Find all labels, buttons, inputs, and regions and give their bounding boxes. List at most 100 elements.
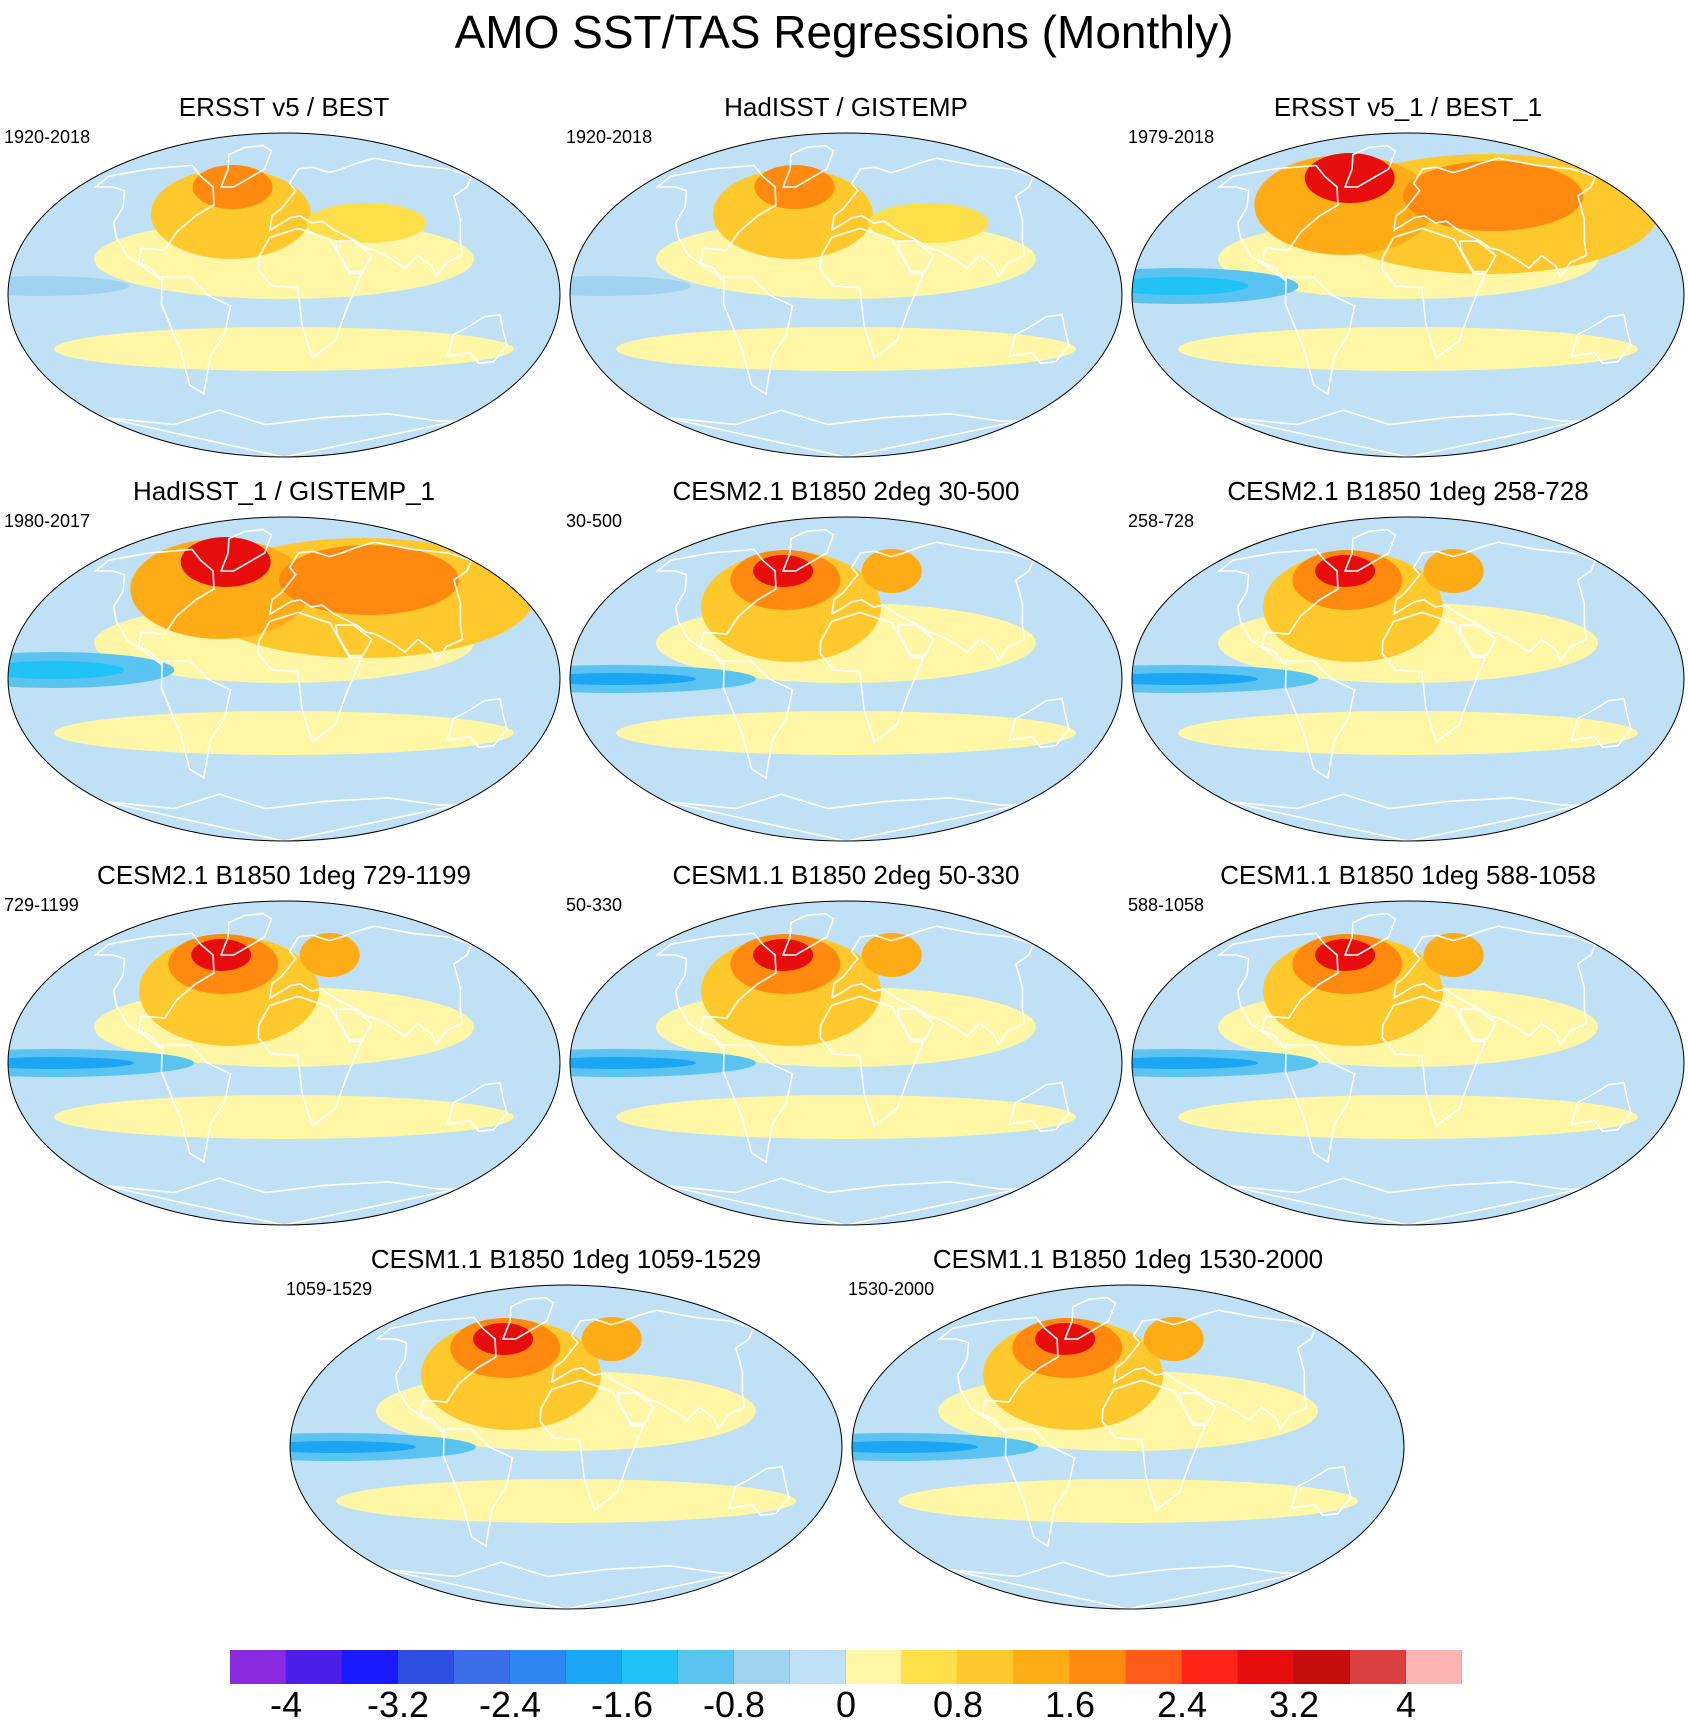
map-panel: CESM1.1 B1850 1deg 588-1058 588-1058 — [1128, 860, 1688, 1230]
anomaly-field — [1132, 277, 1249, 295]
coastline — [335, 240, 373, 273]
coastline — [219, 144, 273, 188]
coastline — [722, 1044, 794, 1164]
panel-title: CESM2.1 B1850 2deg 30-500 — [672, 476, 1020, 506]
coastline — [160, 276, 232, 396]
coastline — [722, 276, 794, 396]
map-panel: HadISST_1 / GISTEMP_1 1980-2017 — [4, 476, 564, 846]
colorbar-swatch — [790, 1650, 846, 1684]
anomaly-field — [54, 327, 514, 371]
panel-period: 588-1058 — [1128, 895, 1205, 915]
panel-title: CESM1.1 B1850 1deg 1530-2000 — [932, 1244, 1324, 1274]
coastline — [1284, 660, 1356, 780]
anomaly-field — [868, 203, 989, 243]
colorbar: -4 -3.2 -2.4 -1.6 -0.8 0 0.8 1.6 2.4 3.2 4 — [230, 1650, 1462, 1725]
world-map — [1128, 898, 1688, 1228]
world-map — [1128, 514, 1688, 844]
world-map — [4, 130, 564, 460]
coastline — [268, 925, 473, 1047]
colorbar-swatch — [454, 1650, 510, 1684]
coastline — [1217, 164, 1339, 282]
map-panel: ERSST v5 / BEST 1920-2018 — [4, 92, 564, 462]
coastline — [1381, 995, 1487, 1128]
panel-title: CESM1.1 B1850 1deg 588-1058 — [1220, 860, 1596, 890]
world-map — [566, 130, 1126, 460]
anomaly-field — [861, 549, 922, 593]
coastline — [830, 925, 1035, 1047]
anomaly-field — [278, 545, 459, 615]
anomaly-field — [1143, 1317, 1204, 1361]
world-map — [566, 898, 1126, 1228]
coastline — [722, 660, 794, 780]
map-panel: CESM2.1 B1850 2deg 30-500 30-500 — [566, 476, 1126, 846]
anomaly-field — [1423, 549, 1484, 593]
anomaly-field — [616, 711, 1076, 755]
coastline — [830, 541, 1035, 663]
anomaly-field — [8, 1057, 134, 1069]
world-map — [566, 514, 1126, 844]
coastline — [655, 164, 777, 282]
coastline — [1343, 528, 1397, 572]
panel-period: 1979-2018 — [1128, 127, 1215, 147]
coastline — [1290, 1465, 1352, 1517]
colorbar-tick-label: -0.8 — [702, 1684, 766, 1725]
map-border — [851, 1284, 1405, 1610]
anomaly-field — [616, 327, 1076, 371]
coastline — [219, 528, 273, 572]
colorbar-tick-label: 2.4 — [1156, 1684, 1208, 1725]
coastline — [103, 793, 458, 841]
coastline — [93, 932, 215, 1050]
coastline — [617, 1392, 655, 1425]
coastline — [1227, 1177, 1582, 1225]
colorbar-swatch — [846, 1650, 902, 1684]
coastline — [160, 1044, 232, 1164]
anomaly-field — [570, 1057, 696, 1069]
coastline — [947, 1561, 1302, 1609]
coastline — [937, 1316, 1059, 1434]
anomaly-field — [570, 673, 696, 685]
colorbar-tick-label: 0.8 — [932, 1684, 984, 1725]
coastline — [655, 548, 777, 666]
coastline — [268, 541, 473, 663]
map-border — [1131, 516, 1685, 842]
map-border — [569, 900, 1123, 1226]
anomaly-field — [861, 933, 922, 977]
map-panel: ERSST v5_1 / BEST_1 1979-2018 — [1128, 92, 1688, 462]
coastline — [897, 240, 935, 273]
colorbar-swatch — [1014, 1650, 1070, 1684]
colorbar-swatch — [1182, 1650, 1238, 1684]
coastline — [1570, 313, 1632, 365]
map-panel: CESM1.1 B1850 2deg 50-330 50-330 — [566, 860, 1126, 1230]
coastline — [1343, 144, 1397, 188]
anomaly-field — [1423, 933, 1484, 977]
coastline — [1004, 1428, 1076, 1548]
coastline — [1179, 1392, 1217, 1425]
colorbar-swatch — [342, 1650, 398, 1684]
anomaly-field — [1402, 161, 1583, 231]
colorbar-swatch — [622, 1650, 678, 1684]
coastline — [1217, 932, 1339, 1050]
anomaly-field — [1178, 1095, 1638, 1139]
anomaly-field — [1132, 1057, 1258, 1069]
coastline — [781, 912, 835, 956]
coastline — [1217, 548, 1339, 666]
colorbar-swatch — [286, 1650, 342, 1684]
anomaly-field — [306, 203, 427, 243]
coastline — [1381, 611, 1487, 744]
coastline — [819, 611, 925, 744]
panel-period: 1920-2018 — [566, 127, 653, 147]
coastline — [781, 528, 835, 572]
colorbar-tick-label: 0 — [835, 1684, 857, 1725]
panel-title: HadISST_1 / GISTEMP_1 — [132, 476, 435, 506]
coastline — [1381, 227, 1487, 360]
figure-title: AMO SST/TAS Regressions (Monthly) — [454, 6, 1234, 58]
coastline — [446, 1081, 508, 1133]
colorbar-swatch — [230, 1650, 286, 1684]
panel-period: 1980-2017 — [4, 511, 91, 531]
colorbar-swatch — [566, 1650, 622, 1684]
coastline — [103, 409, 458, 457]
coastline — [728, 1465, 790, 1517]
map-border — [1131, 900, 1685, 1226]
panel-title: CESM1.1 B1850 2deg 50-330 — [672, 860, 1020, 890]
coastline — [1570, 697, 1632, 749]
